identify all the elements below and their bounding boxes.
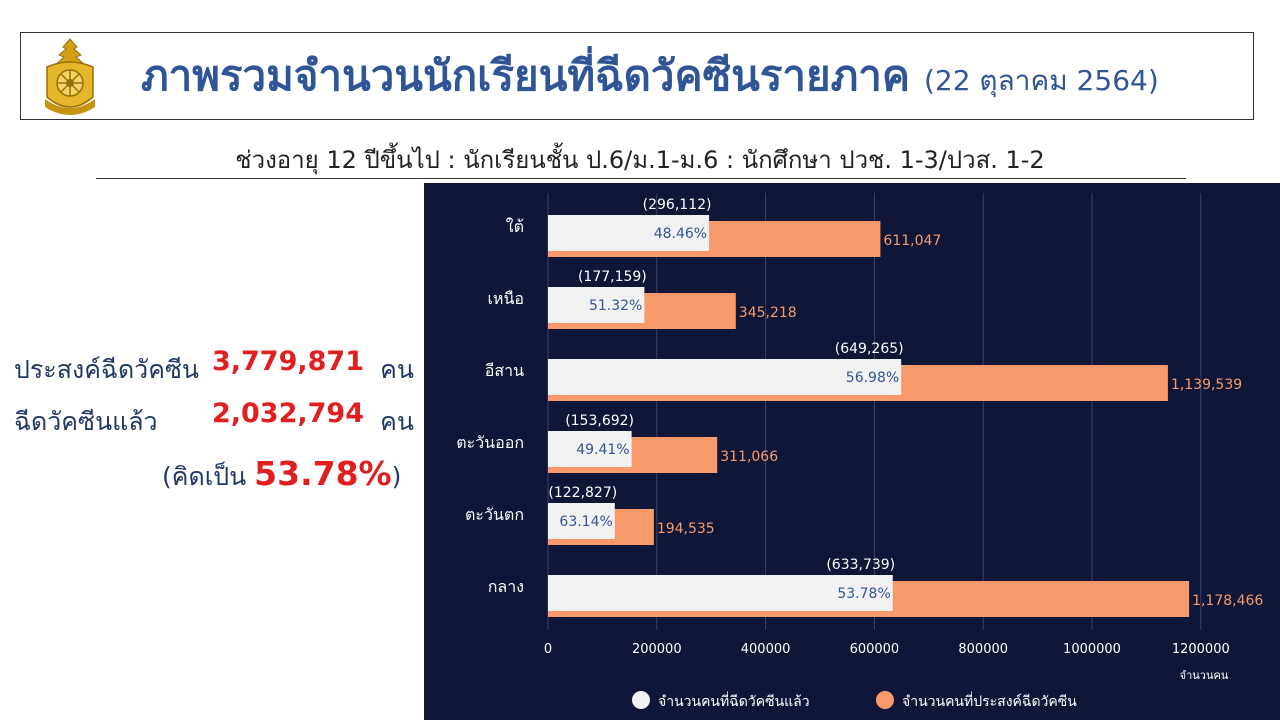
region-bar-chart: 0 200000 400000 600000 800000 1000000 1200000 จ… xyxy=(424,183,1280,720)
intended-value-label: 311,066 xyxy=(720,449,778,465)
percent-value: 53.78% xyxy=(254,454,392,493)
intended-value-label: 345,218 xyxy=(739,305,797,321)
percent-label: 51.32% xyxy=(589,298,642,314)
x-tick-label: 400000 xyxy=(741,642,791,657)
category-label: กลาง xyxy=(488,577,524,596)
intended-value-label: 194,535 xyxy=(657,521,715,537)
x-tick-label: 1000000 xyxy=(1063,642,1121,657)
intended-value: 3,779,871 xyxy=(211,346,364,377)
x-tick-label: 200000 xyxy=(632,642,682,657)
vaccinated-value-label: (122,827) xyxy=(548,485,617,501)
page-title: ภาพรวมจำนวนนักเรียนที่ฉีดวัคซีนรายภาค (22… xyxy=(141,51,1159,106)
intended-value-label: 1,139,539 xyxy=(1171,377,1242,393)
vaccinated-bar xyxy=(548,503,615,539)
legend-marker-intended xyxy=(876,691,894,709)
percent-label: 63.14% xyxy=(559,514,612,530)
title-box: ภาพรวมจำนวนนักเรียนที่ฉีดวัคซีนรายภาค (22… xyxy=(20,32,1254,120)
x-axis-label: จำนวนคน xyxy=(1180,669,1229,682)
percent-label: 48.46% xyxy=(654,226,707,242)
x-tick-label: 600000 xyxy=(850,642,900,657)
ministry-emblem-icon xyxy=(45,38,95,115)
percent-suffix: ) xyxy=(391,462,402,491)
vaccinated-unit: คน xyxy=(380,407,414,436)
divider xyxy=(96,178,1186,179)
intended-label: ประสงค์ฉีดวัคซีน xyxy=(14,355,199,384)
percent-label: 49.41% xyxy=(576,442,629,458)
percent-label: 56.98% xyxy=(846,370,899,386)
intended-value-label: 1,178,466 xyxy=(1192,593,1263,609)
x-tick-label: 1200000 xyxy=(1172,642,1230,657)
vaccinated-bar xyxy=(548,431,632,467)
vaccinated-bar xyxy=(548,287,645,323)
category-label: ใต้ xyxy=(506,217,524,236)
vaccinated-value-label: (633,739) xyxy=(826,557,895,573)
title-date: (22 ตุลาคม 2564) xyxy=(923,64,1159,97)
intended-row: ประสงค์ฉีดวัคซีน 3,779,871 คน xyxy=(14,346,414,386)
percent-row: (คิดเป็น 53.78%) xyxy=(162,454,401,497)
chart-svg: 0 200000 400000 600000 800000 1000000 1200000 จ… xyxy=(456,193,1263,710)
legend-marker-vaccinated xyxy=(632,691,650,709)
vaccinated-value-label: (649,265) xyxy=(835,341,904,357)
intended-unit: คน xyxy=(380,355,414,384)
x-tick-label: 800000 xyxy=(958,642,1008,657)
percent-label: 53.78% xyxy=(837,586,890,602)
vaccinated-row: ฉีดวัคซีนแล้ว 2,032,794 คน xyxy=(14,398,414,438)
intended-value-label: 611,047 xyxy=(883,233,941,249)
vaccinated-value-label: (296,112) xyxy=(643,197,712,213)
category-label: อีสาน xyxy=(485,361,524,380)
category-label: ตะวันออก xyxy=(456,433,524,452)
vaccinated-bar xyxy=(548,215,710,251)
vaccinated-value-label: (153,692) xyxy=(565,413,634,429)
category-label: ตะวันตก xyxy=(465,505,524,524)
x-tick-label: 0 xyxy=(544,642,552,657)
vaccinated-value: 2,032,794 xyxy=(211,398,364,429)
vaccinated-label: ฉีดวัคซีนแล้ว xyxy=(14,407,158,436)
vaccinated-bar xyxy=(548,575,893,611)
page-subtitle: ช่วงอายุ 12 ปีขึ้นไป : นักเรียนชั้น ป.6/… xyxy=(235,146,1045,174)
legend-label-intended: จำนวนคนที่ประสงค์ฉีดวัคซีน xyxy=(902,692,1077,710)
category-label: เหนือ xyxy=(487,289,524,308)
title-text: ภาพรวมจำนวนนักเรียนที่ฉีดวัคซีนรายภาค xyxy=(141,51,910,100)
vaccinated-value-label: (177,159) xyxy=(578,269,647,285)
vaccinated-bar xyxy=(548,359,902,395)
percent-prefix: (คิดเป็น xyxy=(162,462,247,491)
legend-label-vaccinated: จำนวนคนที่ฉีดวัคซีนแล้ว xyxy=(658,692,810,710)
